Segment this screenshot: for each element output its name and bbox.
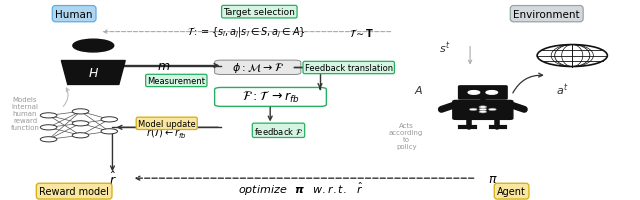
Circle shape xyxy=(40,113,57,118)
Text: feedback $\mathcal{F}$: feedback $\mathcal{F}$ xyxy=(254,125,303,136)
FancyBboxPatch shape xyxy=(214,61,301,75)
Text: Reward model: Reward model xyxy=(39,186,109,196)
Circle shape xyxy=(40,137,57,142)
Circle shape xyxy=(72,121,89,126)
FancyBboxPatch shape xyxy=(214,88,326,107)
Text: $A$: $A$ xyxy=(414,84,424,96)
Text: Target selection: Target selection xyxy=(223,8,295,17)
Circle shape xyxy=(486,91,497,95)
Circle shape xyxy=(468,91,479,95)
Text: $a^t$: $a^t$ xyxy=(556,82,569,98)
Circle shape xyxy=(537,45,607,67)
Circle shape xyxy=(101,117,118,122)
Circle shape xyxy=(40,125,57,130)
Circle shape xyxy=(469,109,477,111)
Text: $\mathcal{T} \sim \mathbf{T}$: $\mathcal{T} \sim \mathbf{T}$ xyxy=(349,26,374,38)
FancyBboxPatch shape xyxy=(459,86,507,100)
Text: Measurement: Measurement xyxy=(147,77,205,86)
Text: Agent: Agent xyxy=(497,186,526,196)
Circle shape xyxy=(479,106,486,109)
Text: $\mathit{H}$: $\mathit{H}$ xyxy=(88,67,99,80)
Text: $s^t$: $s^t$ xyxy=(439,41,451,56)
Circle shape xyxy=(101,129,118,134)
Text: Acts
according
to
policy: Acts according to policy xyxy=(389,122,423,149)
Circle shape xyxy=(72,109,89,114)
Circle shape xyxy=(73,40,114,53)
Polygon shape xyxy=(61,61,125,85)
Text: Model update: Model update xyxy=(138,119,196,128)
Text: $\mathit{optimize} \;\;\; \boldsymbol{\pi} \;\;\; \mathit{w.r.t.} \;\;\; \hat{r}: $\mathit{optimize} \;\;\; \boldsymbol{\p… xyxy=(238,180,364,197)
Text: $\phi: \mathcal{M} \rightarrow \mathcal{F}$: $\phi: \mathcal{M} \rightarrow \mathcal{… xyxy=(232,61,284,75)
Text: $\mathcal{F}: \mathcal{T} \;\rightarrow r_{fb}$: $\mathcal{F}: \mathcal{T} \;\rightarrow … xyxy=(242,90,300,105)
Text: $\mathcal{T} := \{s_i, a_j | s_i \in S, a_j \in A\}$: $\mathcal{T} := \{s_i, a_j | s_i \in S, … xyxy=(187,25,306,40)
Text: $\hat{r}$: $\hat{r}$ xyxy=(109,170,116,187)
Text: $m$: $m$ xyxy=(157,60,170,73)
Text: Models
internal
human
reward
function: Models internal human reward function xyxy=(10,97,40,131)
Text: $\hat{r}(\mathcal{T}) \leftarrow r_{fb}$: $\hat{r}(\mathcal{T}) \leftarrow r_{fb}$ xyxy=(147,122,187,139)
Text: Human: Human xyxy=(56,10,93,20)
Text: $\pi$: $\pi$ xyxy=(488,172,497,185)
Circle shape xyxy=(488,109,496,111)
FancyBboxPatch shape xyxy=(453,101,513,120)
Text: Feedback translation: Feedback translation xyxy=(305,64,393,73)
Text: Environment: Environment xyxy=(513,10,580,20)
Circle shape xyxy=(479,109,486,111)
Circle shape xyxy=(479,111,486,113)
Circle shape xyxy=(72,133,89,138)
